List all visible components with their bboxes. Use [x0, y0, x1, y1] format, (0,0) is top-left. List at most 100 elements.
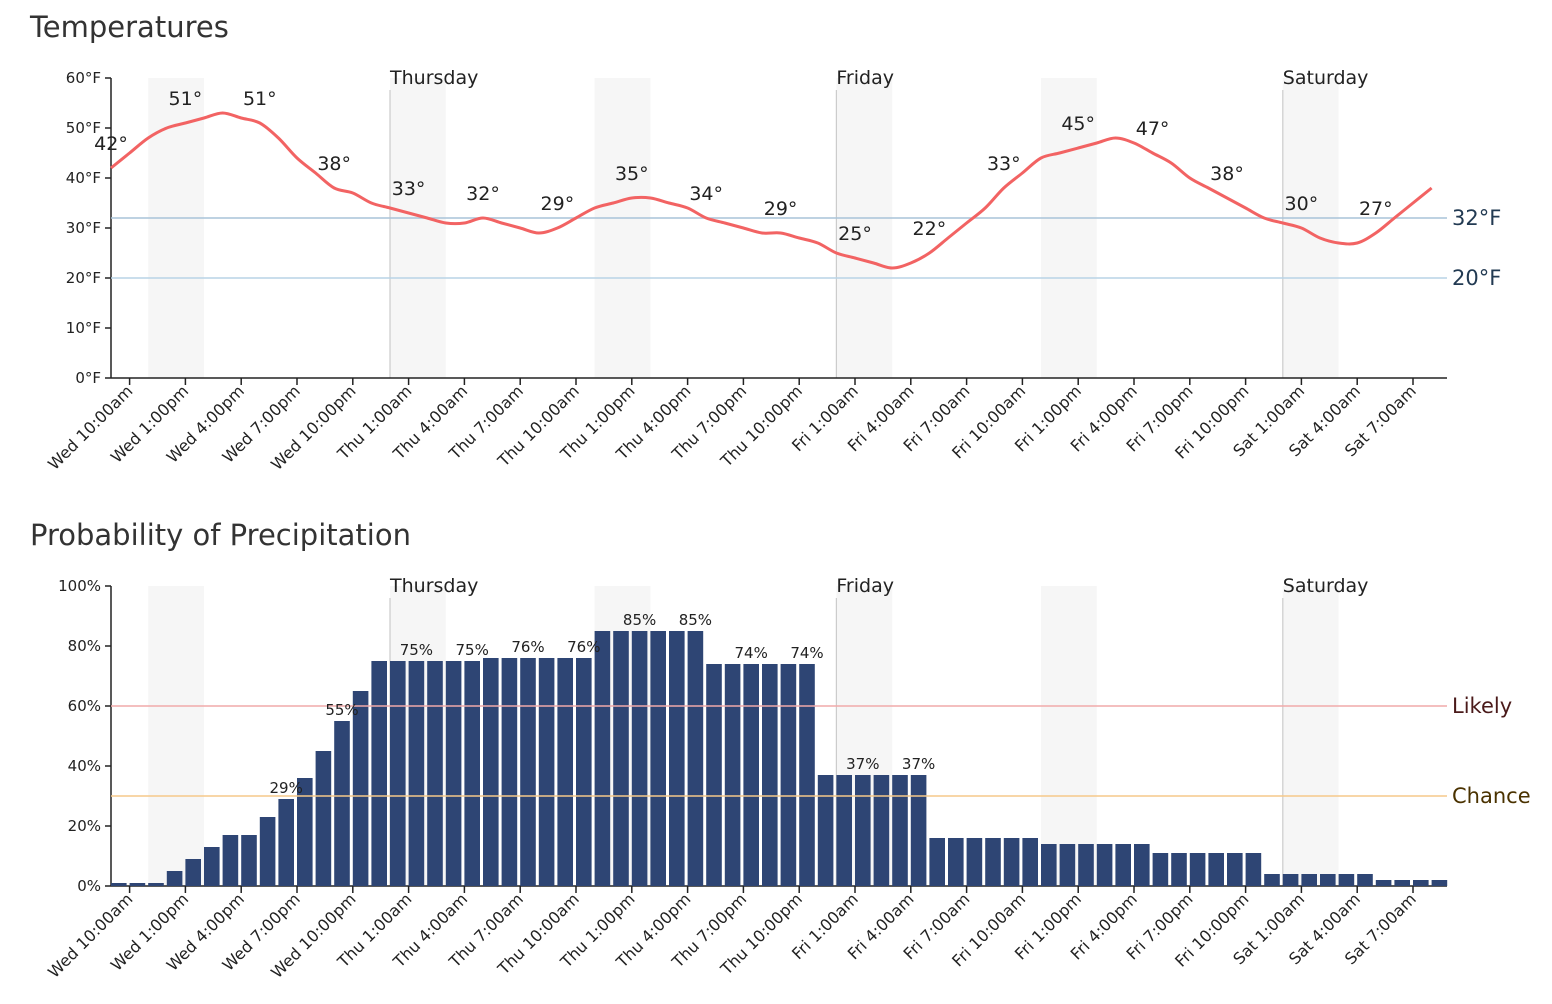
precipitation-bar — [1041, 844, 1057, 886]
precip-day-label: Saturday — [1283, 575, 1369, 597]
precip-y-tick-label: 20% — [68, 817, 101, 835]
precipitation-bar — [222, 835, 239, 886]
precipitation-data-label: 85% — [679, 611, 712, 629]
precipitation-bar — [185, 859, 201, 886]
temperature-data-label: 33° — [987, 153, 1021, 175]
precipitation-bar — [1152, 853, 1169, 886]
precip-y-tick-label: 80% — [68, 637, 101, 655]
precipitation-bar — [687, 631, 704, 886]
precipitation-bar — [594, 631, 611, 886]
precipitation-bar — [1022, 838, 1038, 886]
precip-y-tick-label: 60% — [68, 697, 101, 715]
precipitation-bar — [427, 661, 443, 886]
precipitation-bar — [483, 658, 499, 886]
temperature-data-label: 27° — [1359, 198, 1393, 220]
precipitation-bar — [259, 817, 276, 886]
precipitation-bar — [278, 799, 294, 886]
precip-reference-label: Likely — [1452, 694, 1512, 718]
precipitation-bar — [836, 775, 852, 886]
temp-y-tick-label: 20°F — [66, 269, 101, 287]
precipitation-bar — [669, 631, 685, 886]
temp-y-tick-label: 50°F — [66, 119, 101, 137]
temperature-data-label: 47° — [1136, 118, 1170, 140]
temperature-data-label: 38° — [317, 153, 351, 175]
temperature-data-label: 29° — [541, 193, 575, 215]
precipitation-bar — [1115, 844, 1131, 886]
temp-chart: Thursday Friday Saturday 0°F 10°F 20°F 30°F 40°… — [44, 67, 1501, 474]
precipitation-bar — [520, 658, 536, 886]
precipitation-bar — [873, 775, 890, 886]
temperature-data-label: 25° — [838, 223, 872, 245]
precipitation-bar — [1245, 853, 1262, 886]
precipitation-bar — [129, 883, 146, 886]
temperature-data-label: 30° — [1285, 193, 1319, 215]
temperature-data-label: 29° — [764, 198, 798, 220]
precipitation-bar — [762, 664, 778, 886]
precipitation-bar — [1078, 844, 1094, 886]
precipitation-data-label: 74% — [735, 644, 768, 662]
precipitation-data-label: 76% — [567, 638, 600, 656]
precip-reference-label: Chance — [1452, 784, 1531, 808]
temp-day-label: Saturday — [1283, 67, 1369, 89]
precipitation-bar — [966, 838, 983, 886]
precipitation-chart-title: Probability of Precipitation — [30, 518, 411, 552]
precipitation-bar — [724, 664, 741, 886]
precipitation-bar — [985, 838, 1001, 886]
precipitation-bar — [1357, 874, 1373, 886]
temp-night-band — [594, 78, 651, 378]
precipitation-bar — [892, 775, 908, 886]
precipitation-bar — [650, 631, 666, 886]
precipitation-bar — [929, 838, 945, 886]
precipitation-data-label: 37% — [846, 755, 879, 773]
precipitation-bar — [464, 661, 480, 886]
temp-reference-label: 32°F — [1452, 206, 1501, 230]
precipitation-bar — [1301, 874, 1317, 886]
precip-day-label: Friday — [836, 575, 894, 597]
temperature-data-label: 33° — [392, 178, 426, 200]
temperature-data-label: 42° — [94, 133, 128, 155]
precipitation-data-label: 55% — [325, 701, 358, 719]
precipitation-data-label: 75% — [400, 641, 433, 659]
temp-night-band — [390, 78, 446, 378]
precipitation-bar — [315, 751, 332, 886]
precipitation-data-label: 74% — [790, 644, 823, 662]
precipitation-data-label: 29% — [270, 779, 303, 797]
precipitation-bar — [1431, 880, 1448, 886]
precipitation-bar — [706, 664, 722, 886]
precipitation-data-label: 85% — [623, 611, 656, 629]
temp-day-label: Friday — [836, 67, 894, 89]
precipitation-bar — [743, 664, 759, 886]
precipitation-bar — [817, 775, 834, 886]
precipitation-bar — [1413, 880, 1429, 886]
precipitation-bar — [1171, 853, 1187, 886]
temp-y-tick-label: 60°F — [66, 69, 101, 87]
precipitation-bar — [855, 775, 871, 886]
precipitation-bar — [780, 664, 797, 886]
precip-day-label: Thursday — [389, 575, 478, 597]
temperature-data-label: 32° — [466, 183, 500, 205]
temp-night-band — [1041, 78, 1097, 378]
precip-night-band — [148, 586, 204, 886]
precipitation-bar — [576, 658, 592, 886]
temp-day-label: Thursday — [389, 67, 478, 89]
temperature-data-label: 45° — [1061, 113, 1095, 135]
precip-night-band — [1282, 586, 1339, 886]
temp-reference-label: 20°F — [1452, 266, 1501, 290]
precipitation-data-label: 37% — [902, 755, 935, 773]
precipitation-data-label: 75% — [456, 641, 489, 659]
temp-y-tick-label: 10°F — [66, 319, 101, 337]
precipitation-bar — [948, 838, 964, 886]
precipitation-bar — [334, 721, 350, 886]
precip-chart: Thursday Friday Saturday 0% 20% 40% 60% 80% 100%… — [44, 575, 1530, 982]
precip-y-tick-label: 40% — [68, 757, 101, 775]
precipitation-bar — [538, 658, 555, 886]
precipitation-bar — [613, 631, 629, 886]
precipitation-bar — [557, 658, 573, 886]
precipitation-bar — [445, 661, 462, 886]
precipitation-bar — [1003, 838, 1020, 886]
temperature-data-label: 34° — [689, 183, 723, 205]
precipitation-bar — [148, 883, 164, 886]
precipitation-bar — [1320, 874, 1336, 886]
temperature-data-label: 22° — [913, 218, 947, 240]
temperature-line — [110, 111, 1433, 270]
